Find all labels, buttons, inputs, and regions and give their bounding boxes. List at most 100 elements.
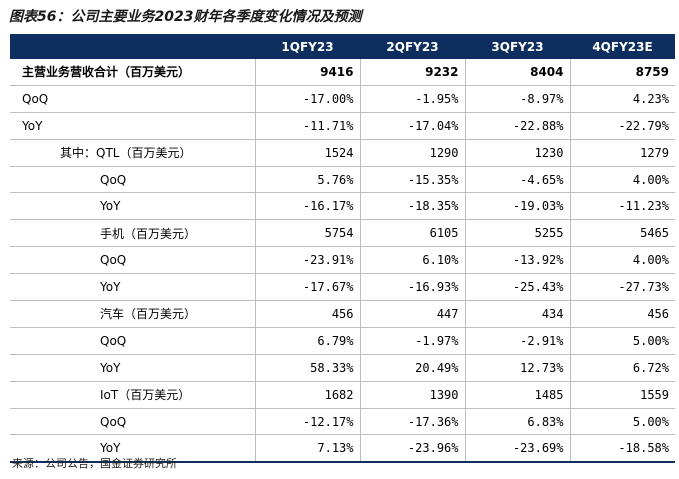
table-row: YoY 58.33% 20.49% 12.73% 6.72%: [10, 354, 675, 382]
cell-value: 4.00%: [570, 246, 675, 275]
cell-value: 6.79%: [255, 327, 361, 355]
cell-value: 5.76%: [255, 166, 361, 194]
cell-value: -12.17%: [255, 408, 361, 436]
table-body: 主营业务营收合计（百万美元） 9416 9232 8404 8759 QoQ -17.00%…: [10, 59, 675, 464]
row-label: YoY: [10, 192, 256, 221]
table-row: QoQ -23.91% 6.10% -13.92% 4.00%: [10, 246, 675, 275]
cell-value: 4.00%: [570, 166, 675, 194]
cell-value: -17.67%: [255, 273, 361, 302]
cell-value: 1559: [570, 381, 675, 409]
cell-value: 12.73%: [465, 354, 571, 382]
cell-value: 4.23%: [570, 85, 675, 113]
cell-value: 1524: [255, 139, 361, 167]
header-row: 1QFY23 2QFY23 3QFY23 4QFY23E: [10, 34, 675, 59]
cell-value: -2.91%: [465, 327, 571, 355]
cell-value: 6105: [360, 219, 466, 248]
cell-value: 8759: [570, 59, 675, 86]
table-row: QoQ 6.79% -1.97% -2.91% 5.00%: [10, 327, 675, 355]
cell-value: 58.33%: [255, 354, 361, 382]
cell-value: 8404: [465, 59, 571, 86]
table-row: 其中：QTL（百万美元） 1524 1290 1230 1279: [10, 139, 675, 167]
cell-value: -16.17%: [255, 192, 361, 221]
figure-title: 图表56：公司主要业务2023财年各季度变化情况及预测: [9, 9, 362, 25]
row-label: QoQ: [10, 246, 256, 275]
cell-value: -23.69%: [465, 434, 571, 464]
cell-value: 1230: [465, 139, 571, 167]
row-label: YoY: [10, 112, 256, 140]
cell-value: -15.35%: [360, 166, 466, 194]
cell-value: -19.03%: [465, 192, 571, 221]
row-label: QoQ: [10, 166, 256, 194]
column-header: 4QFY23E: [570, 34, 675, 59]
cell-value: 1390: [360, 381, 466, 409]
cell-value: -23.91%: [255, 246, 361, 275]
cell-value: -18.35%: [360, 192, 466, 221]
cell-value: 9232: [360, 59, 466, 86]
row-label: 汽车（百万美元）: [10, 300, 256, 328]
cell-value: -17.00%: [255, 85, 361, 113]
cell-value: 6.72%: [570, 354, 675, 382]
table-row: 手机（百万美元） 5754 6105 5255 5465: [10, 219, 675, 248]
row-label: 主营业务营收合计（百万美元）: [10, 59, 256, 86]
financial-table: 1QFY23 2QFY23 3QFY23 4QFY23E 主营业务营收合计（百万…: [10, 34, 675, 464]
cell-value: -23.96%: [360, 434, 466, 464]
cell-value: -11.71%: [255, 112, 361, 140]
cell-value: 1485: [465, 381, 571, 409]
cell-value: -27.73%: [570, 273, 675, 302]
table-row: IoT（百万美元） 1682 1390 1485 1559: [10, 381, 675, 409]
cell-value: 5.00%: [570, 327, 675, 355]
cell-value: 456: [255, 300, 361, 328]
table-row: QoQ -12.17% -17.36% 6.83% 5.00%: [10, 408, 675, 436]
cell-value: -11.23%: [570, 192, 675, 221]
cell-value: 1290: [360, 139, 466, 167]
cell-value: 20.49%: [360, 354, 466, 382]
cell-value: -22.79%: [570, 112, 675, 140]
row-label: YoY: [10, 354, 256, 382]
cell-value: -1.95%: [360, 85, 466, 113]
cell-value: 447: [360, 300, 466, 328]
cell-value: 6.10%: [360, 246, 466, 275]
row-label: IoT（百万美元）: [10, 381, 256, 409]
row-label: YoY: [10, 273, 256, 302]
row-label: 手机（百万美元）: [10, 219, 256, 248]
table-row: YoY -11.71% -17.04% -22.88% -22.79%: [10, 112, 675, 140]
row-label: YoY: [10, 434, 256, 464]
cell-value: -16.93%: [360, 273, 466, 302]
table-row: 汽车（百万美元） 456 447 434 456: [10, 300, 675, 328]
row-label: 其中：QTL（百万美元）: [10, 139, 256, 167]
table-row: 主营业务营收合计（百万美元） 9416 9232 8404 8759: [10, 59, 675, 86]
row-label: QoQ: [10, 327, 256, 355]
cell-value: -17.04%: [360, 112, 466, 140]
table-row: YoY -17.67% -16.93% -25.43% -27.73%: [10, 273, 675, 302]
cell-value: 5754: [255, 219, 361, 248]
cell-value: 9416: [255, 59, 361, 86]
cell-value: -22.88%: [465, 112, 571, 140]
cell-value: -18.58%: [570, 434, 675, 464]
cell-value: -25.43%: [465, 273, 571, 302]
source-note: 来源：公司公告，国金证券研究所: [12, 457, 177, 470]
cell-value: 5.00%: [570, 408, 675, 436]
cell-value: 1682: [255, 381, 361, 409]
cell-value: 5465: [570, 219, 675, 248]
cell-value: 7.13%: [255, 434, 361, 464]
row-label: QoQ: [10, 408, 256, 436]
table-row: QoQ 5.76% -15.35% -4.65% 4.00%: [10, 166, 675, 194]
cell-value: -8.97%: [465, 85, 571, 113]
table-row: YoY -16.17% -18.35% -19.03% -11.23%: [10, 192, 675, 221]
cell-value: 456: [570, 300, 675, 328]
corner-header: [10, 34, 255, 59]
column-header: 3QFY23: [465, 34, 570, 59]
table-row: QoQ -17.00% -1.95% -8.97% 4.23%: [10, 85, 675, 113]
cell-value: -1.97%: [360, 327, 466, 355]
cell-value: -4.65%: [465, 166, 571, 194]
column-header: 1QFY23: [255, 34, 360, 59]
column-header: 2QFY23: [360, 34, 465, 59]
row-label: QoQ: [10, 85, 256, 113]
cell-value: 6.83%: [465, 408, 571, 436]
table-row: YoY 7.13% -23.96% -23.69% -18.58%: [10, 434, 675, 464]
cell-value: 5255: [465, 219, 571, 248]
cell-value: -13.92%: [465, 246, 571, 275]
cell-value: 434: [465, 300, 571, 328]
cell-value: -17.36%: [360, 408, 466, 436]
cell-value: 1279: [570, 139, 675, 167]
